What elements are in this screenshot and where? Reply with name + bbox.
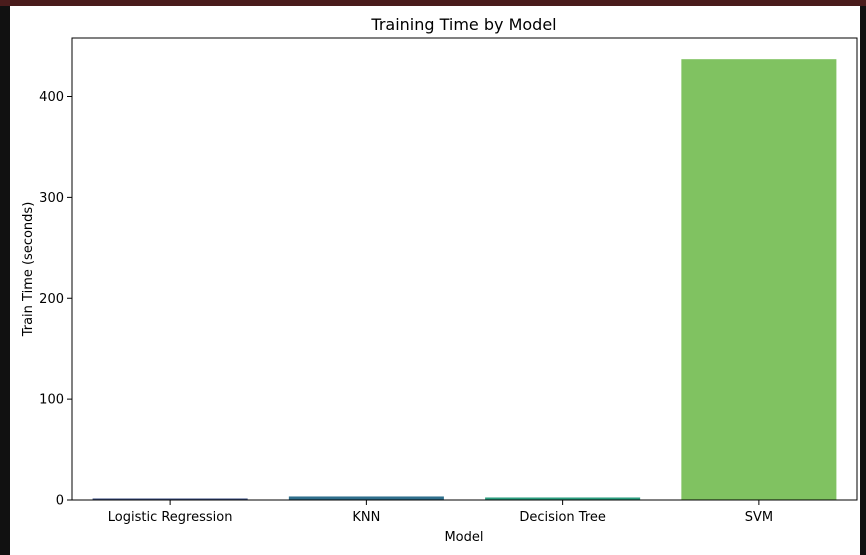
window-right-border xyxy=(860,6,866,555)
bar-knn xyxy=(288,496,444,500)
chart-title: Training Time by Model xyxy=(370,15,556,34)
window-left-border xyxy=(0,6,10,555)
x-tick-label: SVM xyxy=(745,510,773,525)
x-tick-label: KNN xyxy=(352,510,380,525)
y-axis: 0 100 200 300 400 xyxy=(39,90,72,509)
bar-decision-tree xyxy=(485,497,641,500)
y-axis-label: Train Time (seconds) xyxy=(21,202,36,338)
x-tick-label: Logistic Regression xyxy=(108,510,233,525)
window-top-border xyxy=(0,0,866,6)
bars-group xyxy=(92,59,837,500)
plot-frame xyxy=(71,37,858,501)
y-tick-label: 300 xyxy=(39,191,64,206)
x-axis: Logistic Regression KNN Decision Tree SVM xyxy=(108,500,773,525)
bar-svm xyxy=(681,59,837,500)
x-axis-label: Model xyxy=(444,530,483,545)
y-tick-label: 100 xyxy=(39,393,64,408)
y-tick-label: 200 xyxy=(39,292,64,307)
y-tick-label: 400 xyxy=(39,90,64,105)
y-tick-label: 0 xyxy=(56,494,64,509)
bar-logistic-regression xyxy=(92,498,248,500)
x-tick-label: Decision Tree xyxy=(519,510,606,525)
